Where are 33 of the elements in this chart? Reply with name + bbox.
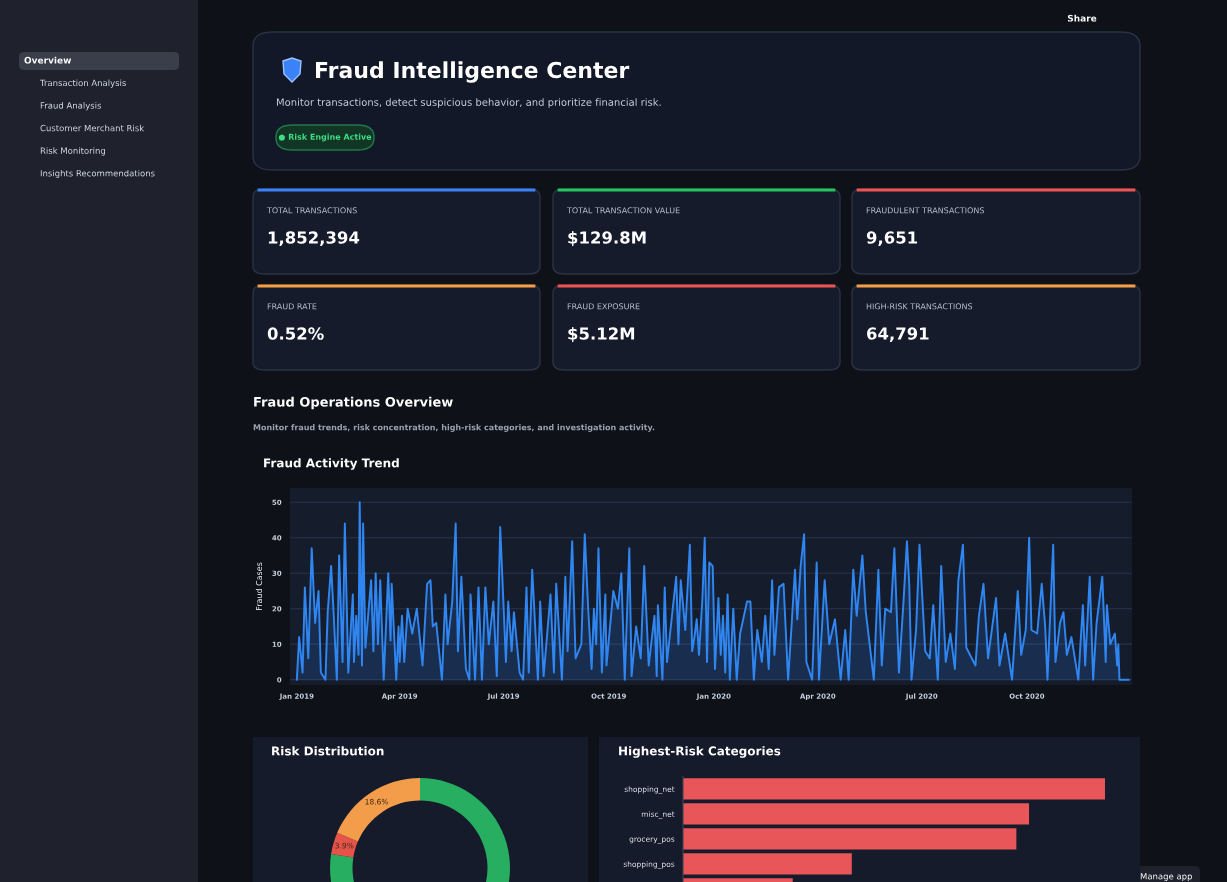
text: Overview xyxy=(24,56,72,64)
text: $129.8M xyxy=(568,231,646,246)
text: Fraud Operations Overview xyxy=(254,396,453,410)
text: FRAUD RATE xyxy=(267,303,317,310)
text: FRAUDULENT TRANSACTIONS xyxy=(866,207,984,214)
text: FRAUD EXPOSURE xyxy=(567,303,640,310)
bar xyxy=(683,853,852,875)
text: 64,791 xyxy=(867,327,929,342)
text: TOTAL TRANSACTIONS xyxy=(266,207,357,214)
text: TOTAL TRANSACTION VALUE xyxy=(566,207,680,214)
text: Monitor fraud trends, risk concentration, high-risk categories, and investigation activity. xyxy=(253,424,655,432)
text: Insights Recommendations xyxy=(40,169,155,179)
text: 1,852,394 xyxy=(268,231,360,246)
text: Share xyxy=(1067,14,1097,22)
bar xyxy=(683,828,1017,850)
text: Customer Merchant Risk xyxy=(40,124,145,132)
text: ● Risk Engine Active xyxy=(278,133,372,142)
chart-title: Fraud Activity Trend xyxy=(264,458,399,470)
chart-title: Highest-Risk Categories xyxy=(619,746,781,758)
text: Fraud Analysis xyxy=(40,102,102,111)
text: Risk Monitoring xyxy=(40,147,105,156)
y-axis-title: Fraud Cases xyxy=(255,562,263,611)
text: $5.12M xyxy=(568,327,635,342)
text: Fraud Intelligence Center xyxy=(316,61,630,83)
bar xyxy=(683,803,1030,825)
bar xyxy=(683,778,1105,800)
text: HIGH-RISK TRANSACTIONS xyxy=(866,303,973,310)
text: Monitor transactions, detect suspicious behavior, and prioritize financial risk. xyxy=(276,98,661,108)
text: 9,651 xyxy=(866,231,918,246)
text: Transaction Analysis xyxy=(39,79,126,88)
chart-title: Risk Distribution xyxy=(272,746,384,756)
text: Manage app xyxy=(1140,873,1192,882)
text: 0.52% xyxy=(267,327,324,340)
